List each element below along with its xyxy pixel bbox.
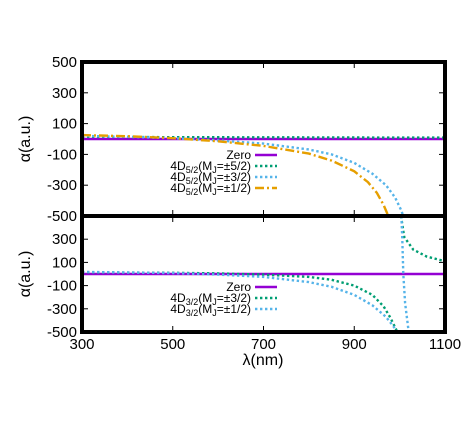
series-line-3 — [82, 133, 390, 216]
series-line-2 — [82, 270, 399, 332]
x-tick-label: 900 — [342, 336, 367, 353]
y-tick-label: 500 — [52, 54, 77, 71]
legend-label: Zero — [226, 280, 251, 294]
series-line-1 — [82, 271, 399, 332]
y-tick-label: 100 — [52, 254, 77, 271]
x-tick-label: 500 — [160, 336, 185, 353]
bottom-y-axis-label: α(a.u.) — [17, 251, 34, 298]
panel-frame — [80, 214, 447, 334]
x-tick-label: 700 — [251, 336, 276, 353]
legend-label: 4D3/2(MJ=±1/2) — [170, 302, 251, 318]
series-line-branch-1 — [399, 216, 445, 263]
y-tick-label: 300 — [52, 231, 77, 248]
y-tick-label: -300 — [47, 177, 77, 194]
y-tick-label: -100 — [47, 146, 77, 163]
x-tick-label: 300 — [69, 336, 94, 353]
legend-label: 4D5/2(MJ=±3/2) — [170, 170, 251, 186]
top-panel: 500300100-100-300-500Zero4D5/2(MJ=±5/2)4… — [47, 54, 447, 225]
y-tick-label: 300 — [52, 85, 77, 102]
legend-label: 4D3/2(MJ=±3/2) — [170, 291, 251, 307]
y-tick-label: -100 — [47, 278, 77, 295]
legend-label: 4D5/2(MJ=±5/2) — [170, 159, 251, 175]
y-tick-label: 100 — [52, 116, 77, 133]
legend-label: Zero — [226, 148, 251, 162]
x-tick-label: 1100 — [429, 336, 461, 353]
y-tick-label: -500 — [47, 324, 77, 341]
legend-label: 4D5/2(MJ=±1/2) — [170, 181, 251, 197]
series-line-branch-2 — [400, 216, 410, 332]
y-tick-label: -300 — [47, 301, 77, 318]
y-tick-label: -500 — [47, 208, 77, 225]
top-y-axis-label: α(a.u.) — [17, 116, 34, 163]
x-axis-label: λ(nm) — [243, 352, 284, 369]
